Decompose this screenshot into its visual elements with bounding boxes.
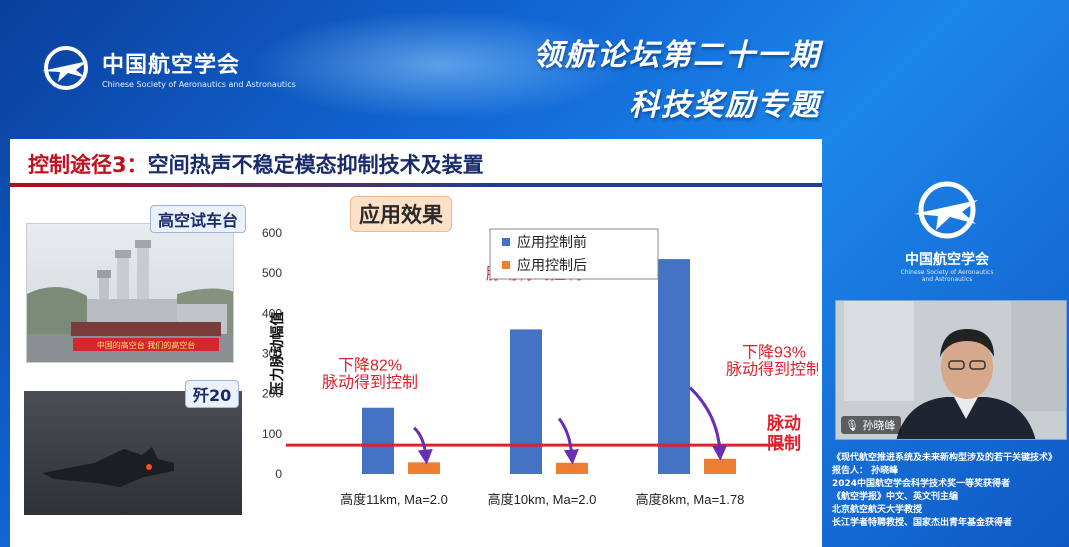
reduction-arrow bbox=[557, 417, 579, 465]
x-tick-label: 高度10km, Ma=2.0 bbox=[488, 492, 597, 507]
bar-before bbox=[362, 407, 394, 474]
photo1-label: 高空试车台 bbox=[150, 205, 247, 233]
limit-label-line2: 限制 bbox=[767, 433, 801, 453]
speaker-name: 孙晓峰 bbox=[862, 419, 896, 432]
y-tick-label: 500 bbox=[262, 266, 282, 280]
speaker-video-feed[interactable]: 🎙 孙晓峰 bbox=[835, 300, 1067, 440]
bar-before bbox=[510, 329, 542, 474]
x-tick-label: 高度11km, Ma=2.0 bbox=[340, 492, 448, 507]
legend-label: 应用控制前 bbox=[517, 234, 587, 250]
sidebar-org-name-cn: 中国航空学会 bbox=[905, 252, 989, 268]
microphone-icon: 🎙 bbox=[845, 419, 859, 432]
org-name-cn: 中国航空学会 bbox=[102, 53, 241, 78]
y-axis-label: 压力脉动幅值 bbox=[269, 312, 285, 396]
bio-line: 2024中国航空学会科学技术奖一等奖获得者 bbox=[832, 479, 1011, 489]
photo2-label: 歼20 bbox=[185, 380, 240, 408]
y-tick-label: 200 bbox=[262, 387, 282, 401]
annotation-controlled: 脉动得到控制 bbox=[322, 374, 418, 392]
bar-after bbox=[556, 462, 588, 474]
reduction-arrow bbox=[688, 386, 728, 461]
bar-before bbox=[658, 259, 690, 474]
legend-swatch bbox=[502, 238, 510, 246]
reduction-arrow bbox=[412, 426, 433, 465]
bio-line: 《航空学报》中文、英文刊主编 bbox=[832, 492, 959, 502]
bar-after bbox=[408, 462, 440, 474]
org-name-en: Chinese Society of Aeronautics and Astro… bbox=[102, 80, 296, 89]
bio-line: 《现代航空推进系统及未来新构型涉及的若干关键技术》 bbox=[832, 453, 1058, 463]
bio-line: 长江学者特聘教授、国家杰出青年基金获得者 bbox=[832, 518, 1013, 528]
annotation-reduction: 下降82% bbox=[338, 356, 402, 374]
y-tick-label: 600 bbox=[262, 226, 282, 240]
test-facility-photo: 中国的高空台 我们的高空台 bbox=[26, 223, 234, 363]
slide-title: 控制途径3：空间热声不稳定模态抑制技术及装置 bbox=[28, 149, 484, 179]
legend-swatch bbox=[502, 261, 510, 269]
bio-line: 报告人： 孙晓峰 bbox=[832, 466, 899, 476]
header-light-streak bbox=[250, 10, 630, 120]
limit-label-line1: 脉动 bbox=[766, 413, 801, 433]
sidebar-logo-icon bbox=[895, 178, 999, 246]
legend-box bbox=[489, 228, 659, 280]
facility-banner-text: 中国的高空台 我们的高空台 bbox=[97, 340, 196, 350]
x-tick-label: 高度8km, Ma=1.78 bbox=[636, 492, 745, 507]
sidebar-brand: 中国航空学会 Chinese Society of Aeronautics an… bbox=[895, 178, 999, 283]
sidebar-org-name-en: Chinese Society of Aeronautics and Astro… bbox=[900, 269, 994, 283]
bar-after bbox=[704, 458, 736, 474]
legend-label: 应用控制后 bbox=[517, 257, 587, 273]
y-tick-label: 300 bbox=[262, 347, 282, 361]
annotation-controlled: 脉动得到控制 bbox=[726, 360, 818, 378]
forum-title: 领航论坛第二十一期 bbox=[533, 38, 821, 73]
org-brand: 中国航空学会 Chinese Society of Aeronautics an… bbox=[38, 44, 296, 92]
speaker-nametag: 🎙 孙晓峰 bbox=[841, 416, 902, 434]
fighter-jet-photo bbox=[24, 391, 242, 515]
y-tick-label: 100 bbox=[262, 427, 282, 441]
forum-banner: 领航论坛第二十一期 科技奖励专题 bbox=[533, 30, 821, 124]
presentation-slide: 控制途径3：空间热声不稳定模态抑制技术及装置 bbox=[10, 139, 822, 547]
application-effect-tag: 应用效果 bbox=[350, 196, 452, 232]
annotation-reduction: 下降93% bbox=[742, 344, 806, 362]
slide-title-main: 空间热声不稳定模态抑制技术及装置 bbox=[147, 153, 484, 177]
bio-line: 北京航空航天大学教授 bbox=[832, 505, 923, 515]
forum-subtitle: 科技奖励专题 bbox=[629, 88, 821, 123]
title-divider bbox=[10, 183, 822, 187]
y-tick-label: 400 bbox=[262, 306, 282, 320]
y-tick-label: 0 bbox=[275, 467, 282, 481]
slide-title-prefix: 控制途径3： bbox=[28, 153, 148, 177]
speaker-bio: 《现代航空推进系统及未来新构型涉及的若干关键技术》 报告人： 孙晓峰 2024中… bbox=[832, 452, 1069, 530]
org-logo-icon bbox=[38, 44, 94, 92]
